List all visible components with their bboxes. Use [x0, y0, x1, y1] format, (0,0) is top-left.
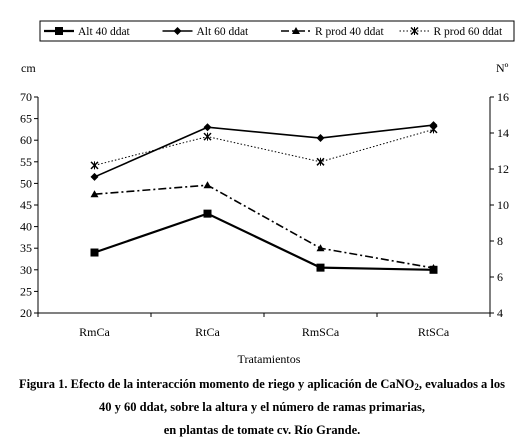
figure-caption-line-1: Figura 1. Efecto de la interacción momen…	[0, 377, 524, 392]
y-right-tick-label: 16	[497, 90, 509, 104]
series-line-3	[94, 184, 434, 269]
x-tick-label: RtSCa	[418, 325, 450, 339]
series-4-point	[429, 125, 438, 134]
y-left-tick-label: 70	[20, 90, 32, 104]
y-left-tick-label: 60	[20, 133, 32, 147]
y-right-tick-label: 4	[497, 306, 503, 320]
series-1-point	[90, 248, 99, 257]
series-3-point	[316, 244, 325, 252]
caption-text: Figura 1. Efecto de la interacción momen…	[18, 377, 415, 391]
series-line-2	[94, 124, 434, 178]
legend-label: Alt 60 ddat	[197, 26, 250, 38]
y-right-tick-label: 8	[497, 234, 503, 248]
series-1-point	[203, 209, 212, 218]
y-left-tick-label: 25	[20, 284, 32, 298]
y-right-tick-label: 10	[497, 198, 509, 212]
y-left-tick-label: 30	[20, 263, 32, 277]
figure-caption-line-3: en plantas de tomate cv. Río Grande.	[163, 423, 361, 437]
legend-swatch-marker	[292, 27, 300, 34]
y-left-tick-label: 20	[20, 306, 32, 320]
legend-label: R prod 60 ddat	[434, 26, 503, 38]
y-right-tick-label: 12	[497, 162, 509, 176]
y-right-tick-label: 6	[497, 270, 503, 284]
y-left-tick-label: 65	[20, 112, 32, 126]
legend-box	[39, 20, 515, 42]
series-3-point	[203, 181, 212, 189]
figure-caption-line-2: 40 y 60 ddat, sobre la altura y el númer…	[99, 400, 425, 414]
series-4-point	[203, 132, 212, 141]
series-2-point	[316, 134, 325, 143]
series-line-4	[94, 128, 434, 166]
y-left-tick-label: 50	[20, 176, 32, 190]
legend: Alt 40 ddat Alt 60 ddat R prod 40 ddat R pr…	[39, 20, 515, 42]
legend-swatch-marker	[55, 27, 63, 35]
y-left-tick-label: 35	[20, 241, 32, 255]
legend-label: R prod 40 ddat	[315, 26, 384, 38]
series-4-point	[90, 161, 99, 170]
legend-swatch-marker	[410, 26, 419, 36]
legend-swatch-marker	[173, 27, 182, 35]
x-axis-label: Tratamientos	[238, 352, 301, 366]
caption-text: , evaluados a los	[418, 377, 506, 391]
series-2-point	[203, 123, 212, 132]
series-3-point	[429, 264, 438, 271]
x-tick-label: RmSCa	[302, 325, 340, 339]
x-tick-label: RtCa	[195, 325, 220, 339]
series-1-point	[316, 263, 325, 272]
series-line-1	[94, 212, 434, 271]
series-3-point	[90, 190, 99, 198]
series-4-point	[316, 157, 325, 166]
y-axis-left-label: cm	[21, 61, 36, 75]
y-left-tick-label: 45	[20, 198, 32, 212]
plot-area: 20 25 30 35 40 45 50 55 60 65 70 4 6 8 10 12 14 16 RmCa RtC…	[20, 90, 509, 339]
y-left-tick-label: 55	[20, 155, 32, 169]
series-2-point	[90, 172, 99, 181]
y-left-tick-label: 40	[20, 220, 32, 234]
x-tick-label: RmCa	[79, 325, 110, 339]
caption-subscript: 2	[414, 382, 419, 392]
y-right-tick-label: 14	[497, 126, 509, 140]
legend-label: Alt 40 ddat	[78, 26, 131, 38]
y-axis-right-label: Nº	[496, 61, 509, 75]
